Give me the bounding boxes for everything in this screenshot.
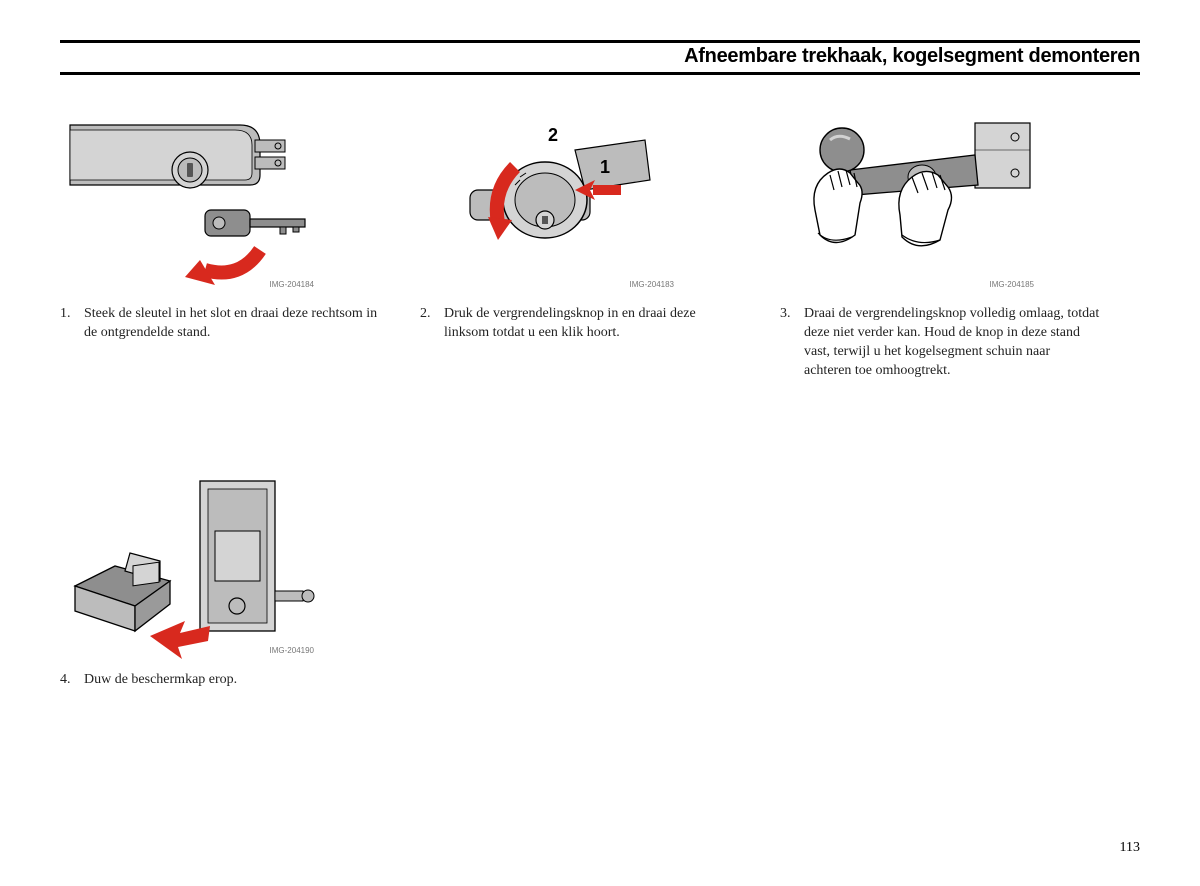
step-2-text: 2. Druk de vergrendelingsknop in en draa… bbox=[420, 305, 740, 343]
illustration-1: IMG-204184 bbox=[60, 95, 320, 295]
step-4: IMG-204190 4. Duw de beschermkap erop. bbox=[60, 461, 1140, 690]
header-rule-thick bbox=[60, 40, 1140, 43]
step-4-num: 4. bbox=[60, 671, 74, 690]
illustration-3: IMG-204185 bbox=[780, 95, 1040, 295]
step-3: IMG-204185 3. Draai de vergrendelingskno… bbox=[780, 95, 1100, 381]
step-3-num: 3. bbox=[780, 305, 794, 381]
step-2: 1 2 IMG-204183 2. Druk de vergrendelings… bbox=[420, 95, 740, 381]
key-lock-illustration bbox=[60, 95, 320, 295]
step-3-body: Draai de vergrendelingsknop volledig oml… bbox=[804, 305, 1100, 381]
step-4-text: 4. Duw de beschermkap erop. bbox=[60, 671, 1140, 690]
content-grid: IMG-204184 1. Steek de sleutel in het sl… bbox=[60, 95, 1140, 689]
step-1-text: 1. Steek de sleutel in het slot en draai… bbox=[60, 305, 380, 343]
illustration-4: IMG-204190 bbox=[60, 461, 320, 661]
cover-cap-illustration bbox=[60, 461, 320, 661]
step-1-num: 1. bbox=[60, 305, 74, 343]
header-rule-thick-bottom bbox=[60, 72, 1140, 75]
img-code-4: IMG-204190 bbox=[270, 646, 314, 655]
step-1-body: Steek de sleutel in het slot en draai de… bbox=[84, 305, 380, 343]
step-2-num: 2. bbox=[420, 305, 434, 343]
page-number: 113 bbox=[1120, 840, 1140, 856]
hands-remove-illustration bbox=[780, 95, 1040, 295]
step-3-text: 3. Draai de vergrendelingsknop volledig … bbox=[780, 305, 1100, 381]
label-2: 2 bbox=[548, 125, 558, 145]
img-code-2: IMG-204183 bbox=[630, 280, 674, 289]
illustration-2: 1 2 IMG-204183 bbox=[420, 95, 680, 295]
step-4-body: Duw de beschermkap erop. bbox=[84, 671, 237, 690]
step-2-body: Druk de vergrendelingsknop in en draai d… bbox=[444, 305, 740, 343]
img-code-3: IMG-204185 bbox=[990, 280, 1034, 289]
page-title: Afneembare trekhaak, kogelsegment demont… bbox=[60, 45, 1140, 68]
step-1: IMG-204184 1. Steek de sleutel in het sl… bbox=[60, 95, 380, 381]
knob-press-illustration: 1 2 bbox=[420, 95, 680, 295]
img-code-1: IMG-204184 bbox=[270, 280, 314, 289]
label-1: 1 bbox=[600, 157, 610, 177]
